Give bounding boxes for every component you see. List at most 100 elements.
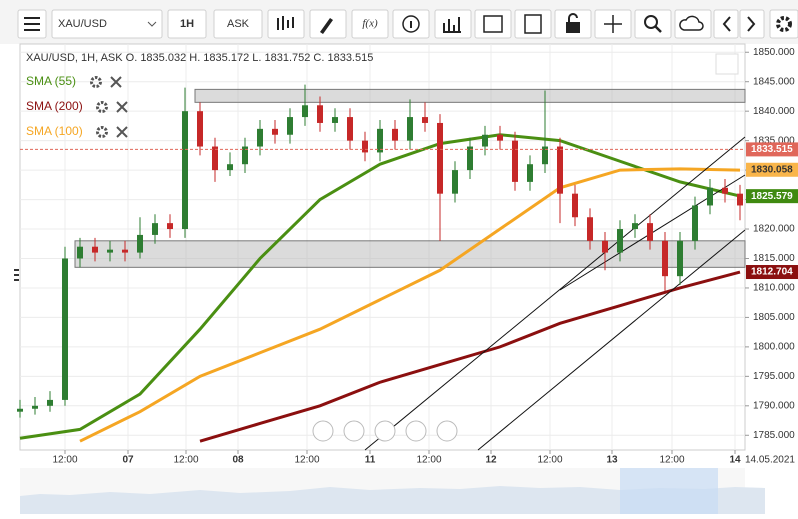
info-icon (402, 15, 420, 33)
indicator-button[interactable] (351, 9, 389, 39)
y-tick-label: 1795.000 (753, 371, 795, 382)
nav-zoom-in[interactable] (405, 420, 427, 442)
candle-body (377, 128, 383, 153)
x-tick-label: 13 (606, 455, 618, 466)
legend-settings[interactable] (90, 76, 102, 88)
side-button[interactable] (213, 9, 263, 39)
toolbar: XAU/USD 1H ASK f(x) (0, 0, 798, 44)
volume-button[interactable] (434, 9, 472, 39)
side: ASK (227, 18, 250, 30)
candle-body (347, 117, 353, 141)
x-tick-label: 12:00 (294, 455, 319, 466)
x-tick-label: 12:00 (52, 455, 77, 466)
y-tick-label: 1850.000 (753, 47, 795, 58)
candle-body (32, 405, 38, 409)
candle-body (422, 117, 428, 123)
legend-label: SMA (200) (26, 99, 83, 113)
side-handle[interactable] (14, 269, 19, 281)
candles (17, 84, 743, 418)
candle-body (122, 249, 128, 253)
x-tick-label: 08 (232, 455, 244, 466)
price-label: 1812.704 (751, 267, 793, 278)
date-label: 14.05.2021 (745, 455, 795, 466)
report-icon (524, 14, 542, 34)
price-label-bg (746, 142, 798, 157)
price-label-bg (746, 162, 798, 177)
chart-type-button[interactable] (267, 9, 305, 39)
legend-label: SMA (55) (26, 74, 76, 88)
candle-body (677, 240, 683, 277)
candle-body (467, 146, 473, 171)
channel-line (364, 136, 746, 451)
calendar-button[interactable] (474, 9, 512, 39)
candle-body (572, 193, 578, 218)
zoom-handle (654, 25, 662, 33)
candle-body (557, 146, 563, 194)
settings-button[interactable] (769, 9, 798, 39)
navigator-area (20, 486, 765, 514)
candle-body (197, 111, 203, 147)
timeframe-button[interactable] (167, 9, 207, 39)
candle-body (632, 223, 638, 230)
candle-body (647, 223, 653, 241)
next-button[interactable] (739, 9, 765, 39)
candle-body (392, 128, 398, 141)
candle-body (212, 146, 218, 171)
zone (74, 240, 746, 268)
function-label: f(x) (362, 18, 378, 30)
candle-body (362, 140, 368, 153)
zoom-button[interactable] (634, 9, 672, 39)
candle-body (707, 187, 713, 206)
lock-icon (566, 22, 580, 33)
expand-button[interactable] (715, 53, 739, 75)
x-tick-label: 12:00 (659, 455, 684, 466)
nav-zoom-out[interactable] (343, 420, 365, 442)
pencil-icon (320, 18, 333, 34)
sma-line (19, 133, 741, 440)
candle-body (692, 205, 698, 241)
x-tick-label: 11 (365, 455, 376, 466)
candle-body (302, 105, 308, 118)
calendar-icon (483, 15, 503, 33)
x-tick-label: 12:00 (537, 455, 562, 466)
legend-settings[interactable] (96, 101, 108, 113)
zones (74, 88, 746, 268)
legend-remove[interactable] (116, 101, 128, 113)
y-tick-label: 1820.000 (753, 224, 795, 235)
candle-body (437, 122, 443, 194)
report-button[interactable] (514, 9, 552, 39)
candle-body (107, 249, 113, 253)
prev-icon (722, 16, 731, 32)
candle-body (617, 229, 623, 253)
timeframe: 1H (180, 18, 194, 30)
candle-body (722, 187, 728, 194)
upload-button[interactable] (674, 9, 712, 39)
lock-shackle (568, 13, 578, 22)
price-label-bg (746, 265, 798, 280)
legend-settings[interactable] (96, 126, 108, 138)
zoom-icon (644, 15, 658, 29)
symbol-select[interactable] (51, 9, 163, 39)
legend-remove[interactable] (110, 76, 122, 88)
candle-body (542, 146, 548, 165)
gear-icon (776, 16, 792, 32)
navigator-window[interactable] (620, 468, 718, 514)
legend-remove[interactable] (116, 126, 128, 138)
nav-reset[interactable] (374, 420, 396, 442)
nav-left[interactable] (312, 420, 334, 442)
dropdown-arrow (147, 21, 157, 27)
nav-right[interactable] (436, 420, 458, 442)
legend: SMA (55) SMA (200) SMA (100) (26, 74, 128, 138)
candle-body (62, 258, 68, 400)
candle-body (257, 128, 263, 147)
prev-button[interactable] (713, 9, 739, 39)
channel-line (477, 229, 746, 451)
candle-body (602, 240, 608, 253)
y-tick-label: 1785.000 (753, 430, 795, 441)
y-tick-label: 1800.000 (753, 342, 795, 353)
candle-body (332, 117, 338, 123)
candle-body (287, 117, 293, 135)
candle-body (47, 399, 53, 406)
candle-body (137, 234, 143, 253)
